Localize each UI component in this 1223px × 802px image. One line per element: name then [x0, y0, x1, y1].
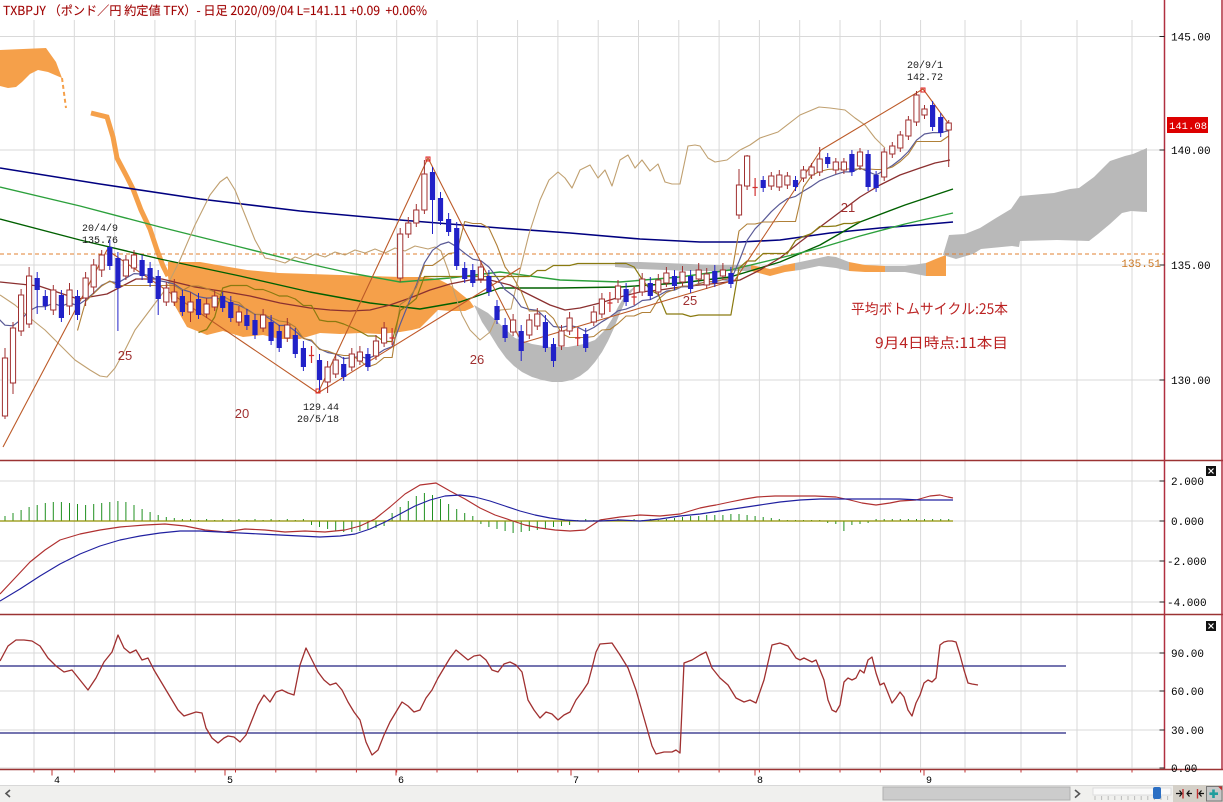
svg-text:-4.000: -4.000: [1167, 598, 1207, 610]
svg-text:25: 25: [683, 293, 697, 308]
svg-text:140.00: 140.00: [1171, 146, 1211, 158]
svg-text:21: 21: [841, 200, 855, 215]
svg-text:145.00: 145.00: [1171, 33, 1211, 45]
svg-text:9: 9: [926, 776, 932, 787]
svg-text:5: 5: [227, 776, 233, 787]
svg-text:135.00: 135.00: [1171, 261, 1211, 273]
svg-text:60.00: 60.00: [1171, 687, 1204, 699]
svg-text:2.000: 2.000: [1171, 477, 1204, 489]
svg-text:142.72: 142.72: [907, 73, 943, 84]
svg-text:8: 8: [757, 776, 763, 787]
svg-text:20/4/9: 20/4/9: [82, 223, 118, 235]
svg-text:4: 4: [54, 776, 60, 787]
svg-text:30.00: 30.00: [1171, 726, 1204, 738]
svg-text:-2.000: -2.000: [1167, 557, 1207, 569]
svg-text:141.08: 141.08: [1169, 121, 1207, 133]
svg-text:20/5/18: 20/5/18: [297, 414, 339, 426]
svg-text:0.00: 0.00: [1171, 764, 1197, 776]
svg-text:26: 26: [470, 352, 484, 367]
svg-text:130.00: 130.00: [1171, 376, 1211, 388]
svg-text:135.76: 135.76: [82, 236, 118, 247]
svg-text:20: 20: [235, 406, 249, 421]
svg-text:129.44: 129.44: [303, 403, 339, 414]
svg-text:25: 25: [118, 348, 132, 363]
svg-text:6: 6: [398, 776, 404, 787]
svg-text:90.00: 90.00: [1171, 649, 1204, 661]
svg-text:7: 7: [573, 776, 579, 787]
svg-text:135.51: 135.51: [1121, 259, 1161, 271]
svg-text:0.000: 0.000: [1171, 517, 1204, 529]
svg-text:20/9/1: 20/9/1: [907, 60, 943, 72]
